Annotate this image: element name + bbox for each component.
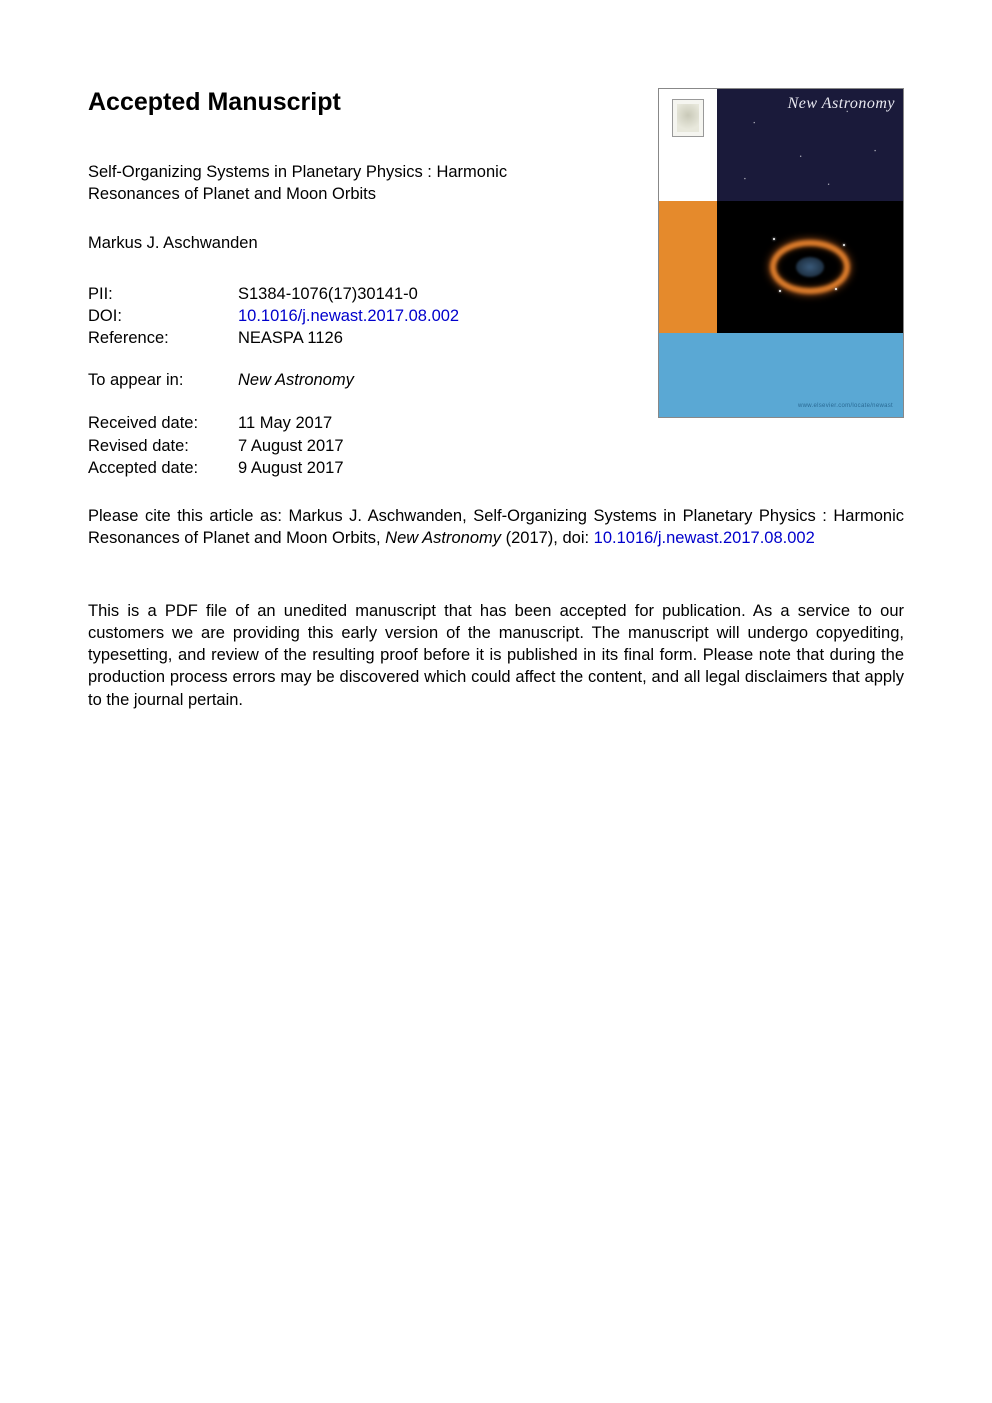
cover-journal-name: New Astronomy — [788, 95, 895, 113]
appear-value: New Astronomy — [238, 371, 354, 390]
accepted-label: Accepted date: — [88, 457, 238, 479]
date-row-accepted: Accepted date: 9 August 2017 — [88, 457, 904, 479]
accepted-value: 9 August 2017 — [238, 457, 344, 479]
cover-orange-strip — [659, 201, 717, 333]
received-value: 11 May 2017 — [238, 412, 332, 434]
cover-publisher-strip — [659, 89, 717, 201]
manuscript-title: Self-Organizing Systems in Planetary Phy… — [88, 161, 548, 206]
doi-link[interactable]: 10.1016/j.newast.2017.08.002 — [238, 305, 459, 327]
revised-label: Revised date: — [88, 435, 238, 457]
appear-label: To appear in: — [88, 371, 238, 390]
cover-bottom-band: www.elsevier.com/locate/newast — [659, 333, 903, 417]
reference-label: Reference: — [88, 327, 238, 349]
citation-journal: New Astronomy — [385, 529, 501, 547]
reference-value: NEASPA 1126 — [238, 327, 343, 349]
citation-year: (2017), doi: — [501, 529, 594, 547]
revised-value: 7 August 2017 — [238, 435, 344, 457]
nebula-icon — [765, 232, 855, 302]
date-row-revised: Revised date: 7 August 2017 — [88, 435, 904, 457]
cover-title-panel: New Astronomy — [717, 89, 903, 201]
citation-text: Please cite this article as: Markus J. A… — [88, 505, 904, 550]
disclaimer-text: This is a PDF file of an unedited manusc… — [88, 600, 904, 711]
pii-label: PII: — [88, 283, 238, 305]
dates-table: Received date: 11 May 2017 Revised date:… — [88, 412, 904, 479]
cover-middle-band — [659, 201, 903, 333]
citation-doi-link[interactable]: 10.1016/j.newast.2017.08.002 — [594, 529, 815, 547]
journal-cover: New Astronomy www.elsevier.com/locate/ne… — [658, 88, 904, 418]
cover-image-panel — [717, 201, 903, 333]
cover-url-text: www.elsevier.com/locate/newast — [798, 403, 893, 409]
elsevier-logo-icon — [672, 99, 704, 137]
pii-value: S1384-1076(17)30141-0 — [238, 283, 418, 305]
doi-label: DOI: — [88, 305, 238, 327]
received-label: Received date: — [88, 412, 238, 434]
cover-top-band: New Astronomy — [659, 89, 903, 201]
